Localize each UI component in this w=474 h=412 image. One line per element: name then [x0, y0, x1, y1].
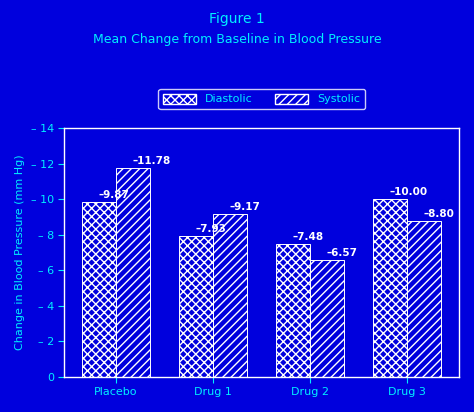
Text: Figure 1: Figure 1: [209, 12, 265, 26]
Legend: Diastolic, Systolic: Diastolic, Systolic: [158, 89, 365, 109]
Text: –9.87: –9.87: [98, 190, 129, 200]
Bar: [116, 168, 150, 377]
Bar: [179, 236, 213, 377]
Bar: [276, 244, 310, 377]
Text: –8.80: –8.80: [423, 209, 454, 219]
Text: –9.17: –9.17: [229, 202, 260, 212]
Text: –7.48: –7.48: [292, 232, 323, 242]
Bar: [82, 201, 116, 377]
Bar: [373, 199, 407, 377]
Bar: [310, 260, 344, 377]
Y-axis label: Change in Blood Pressure (mm Hg): Change in Blood Pressure (mm Hg): [15, 154, 25, 350]
Text: –11.78: –11.78: [132, 156, 170, 166]
Bar: [407, 220, 441, 377]
Text: –7.93: –7.93: [195, 224, 226, 234]
Bar: [213, 214, 247, 377]
Text: –10.00: –10.00: [389, 187, 427, 197]
Text: Mean Change from Baseline in Blood Pressure: Mean Change from Baseline in Blood Press…: [93, 33, 381, 46]
Text: –6.57: –6.57: [326, 248, 357, 258]
